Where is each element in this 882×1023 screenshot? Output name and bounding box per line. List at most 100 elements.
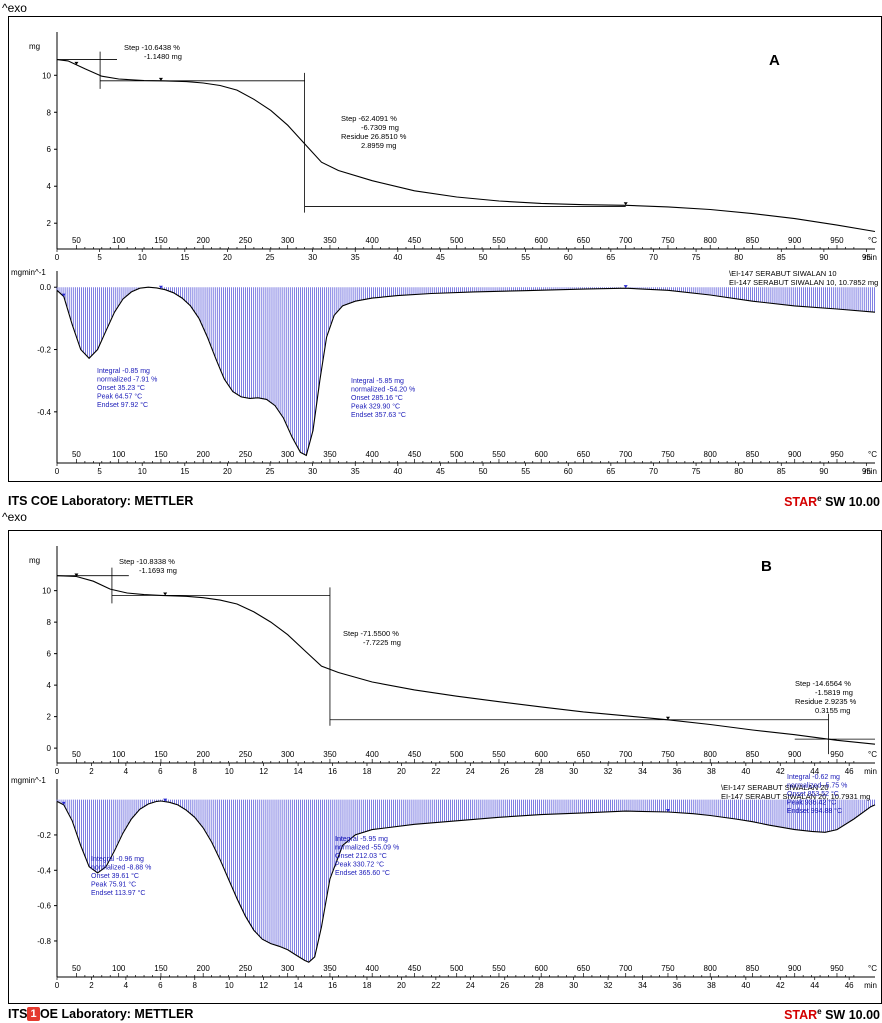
tg-y-tick-label: 6 (47, 145, 52, 154)
dtg-temp-tick-label: 850 (746, 450, 760, 459)
tg-y-tick-label: 6 (47, 650, 52, 659)
tg-temp-tick-label: 200 (197, 236, 211, 245)
dtg-time-tick-label: 80 (734, 467, 743, 476)
tg-temp-tick-label: 250 (239, 236, 253, 245)
tg-temp-tick-label: 450 (408, 750, 422, 759)
tg-temp-tick-label: 650 (577, 236, 591, 245)
tg-time-unit: min (864, 253, 877, 262)
tg-temp-tick-label: 750 (661, 236, 675, 245)
tg-temp-tick-label: 900 (788, 236, 802, 245)
dtg-temp-tick-label: 600 (535, 450, 549, 459)
dtg-temp-tick-label: 400 (366, 964, 380, 973)
dtg-temp-tick-label: 50 (72, 450, 81, 459)
dtg-time-tick-label: 45 (436, 467, 445, 476)
tg-time-tick-label: 95 (862, 253, 871, 262)
dtg-marker (61, 801, 66, 805)
tg-time-tick-label: 60 (564, 253, 573, 262)
tg-y-tick-label: 8 (47, 108, 52, 117)
dtg-time-tick-label: 46 (845, 981, 854, 990)
dtg-temp-tick-label: 200 (197, 964, 211, 973)
tg-temp-tick-label: 700 (619, 236, 633, 245)
tg-time-tick-label: 24 (466, 767, 475, 776)
dtg-temp-tick-label: 700 (619, 964, 633, 973)
tg-temp-tick-label: 450 (408, 236, 422, 245)
tg-time-tick-label: 4 (124, 767, 129, 776)
tg-step-annotation: Step -62.4091 % (341, 114, 397, 123)
dtg-temp-tick-label: 250 (239, 450, 253, 459)
dtg-integral-annotation: Peak 75.91 °C (91, 881, 136, 889)
dtg-temp-tick-label: 950 (830, 964, 844, 973)
dtg-time-tick-label: 12 (259, 981, 268, 990)
tg-time-tick-label: 70 (649, 253, 658, 262)
star-brand-a: STAR (784, 495, 818, 510)
tg-temp-tick-label: 50 (72, 750, 81, 759)
star-brand-b: STAR (784, 1008, 818, 1023)
dtg-curve-series (56, 286, 876, 457)
tg-time-tick-label: 15 (180, 253, 189, 262)
dtg-y-label: mgmin^-1 (11, 268, 46, 277)
dtg-temp-tick-label: 600 (535, 964, 549, 973)
dtg-temp-tick-label: 350 (323, 964, 337, 973)
tg-time-tick-label: 22 (431, 767, 440, 776)
star-sup-b: e (817, 1007, 822, 1016)
tg-time-tick-label: 2 (89, 767, 94, 776)
dtg-y-tick-label: -0.8 (37, 937, 51, 946)
chart-panel-b: mg 0 2 4 6 8 10 50 100 150 200 250 300 350 400 450 500 55… (8, 530, 882, 1004)
dtg-marker (623, 285, 628, 289)
chart-panel-a: mg 2 4 6 8 10 50 100 150 200 250 300 350 400 450 500 550… (8, 16, 882, 482)
dtg-time-tick-label: 90 (819, 467, 828, 476)
tg-y-tick-label: 2 (47, 713, 52, 722)
dtg-integral-annotation: Peak 936.42 °C (787, 799, 836, 807)
tg-temp-tick-label: 500 (450, 750, 464, 759)
dtg-integral-annotation: normalized -8.88 % (91, 865, 151, 872)
dtg-temp-tick-label: 550 (492, 964, 506, 973)
tg-step-annotation: 0.3155 mg (815, 706, 850, 715)
tg-marker (74, 573, 79, 577)
dtg-time-tick-label: 4 (124, 981, 129, 990)
dtg-time-tick-label: 70 (649, 467, 658, 476)
tg-curve-series (56, 575, 876, 745)
dtg-temp-tick-label: 50 (72, 964, 81, 973)
tg-temp-tick-label: 500 (450, 236, 464, 245)
tg-time-tick-label: 0 (55, 767, 60, 776)
dtg-time-tick-label: 16 (328, 981, 337, 990)
dtg-time-tick-label: 55 (521, 467, 530, 476)
dtg-temp-tick-label: 100 (112, 964, 126, 973)
dtg-time-tick-label: 38 (707, 981, 716, 990)
dtg-time-tick-label: 50 (479, 467, 488, 476)
tg-y-tick-label: 2 (47, 219, 52, 228)
tg-time-tick-label: 8 (193, 767, 198, 776)
dtg-temp-tick-label: 300 (281, 964, 295, 973)
tg-temp-tick-label: 550 (492, 236, 506, 245)
dtg-integral-annotation: Endset 357.63 °C (351, 411, 406, 419)
dtg-time-tick-label: 30 (308, 467, 317, 476)
dtg-time-tick-label: 42 (776, 981, 785, 990)
dtg-temp-tick-label: 650 (577, 450, 591, 459)
tg-time-tick-label: 55 (521, 253, 530, 262)
tg-temp-tick-label: 250 (239, 750, 253, 759)
tg-time-tick-label: 10 (225, 767, 234, 776)
tg-temp-tick-label: 100 (112, 750, 126, 759)
exo-label-b: ^exo (2, 510, 27, 524)
dtg-time-tick-label: 40 (393, 467, 402, 476)
dtg-legend-entry: EI-147 SERABUT SIWALAN 10, 10.7852 mg (729, 278, 878, 287)
tg-time-tick-label: 40 (741, 767, 750, 776)
dtg-time-tick-label: 65 (606, 467, 615, 476)
tg-time-tick-label: 44 (810, 767, 819, 776)
tg-time-tick-label: 25 (266, 253, 275, 262)
dtg-time-tick-label: 10 (138, 467, 147, 476)
tg-temp-tick-label: 950 (830, 236, 844, 245)
dtg-time-unit: min (864, 467, 877, 476)
dtg-temp-tick-label: 500 (450, 450, 464, 459)
dtg-temp-tick-label: 750 (661, 964, 675, 973)
tg-step-annotation: Step -71.5500 % (343, 629, 399, 638)
dtg-temp-tick-label: 500 (450, 964, 464, 973)
tg-time-tick-label: 50 (479, 253, 488, 262)
dtg-integral-annotation: Endset 994.88 °C (787, 807, 842, 815)
dtg-temp-unit: °C (868, 450, 877, 459)
dtg-time-tick-label: 20 (223, 467, 232, 476)
tg-time-tick-label: 26 (500, 767, 509, 776)
tg-temp-tick-label: 950 (830, 750, 844, 759)
dtg-time-tick-label: 0 (55, 467, 60, 476)
tg-y-tick-label: 4 (47, 182, 52, 191)
